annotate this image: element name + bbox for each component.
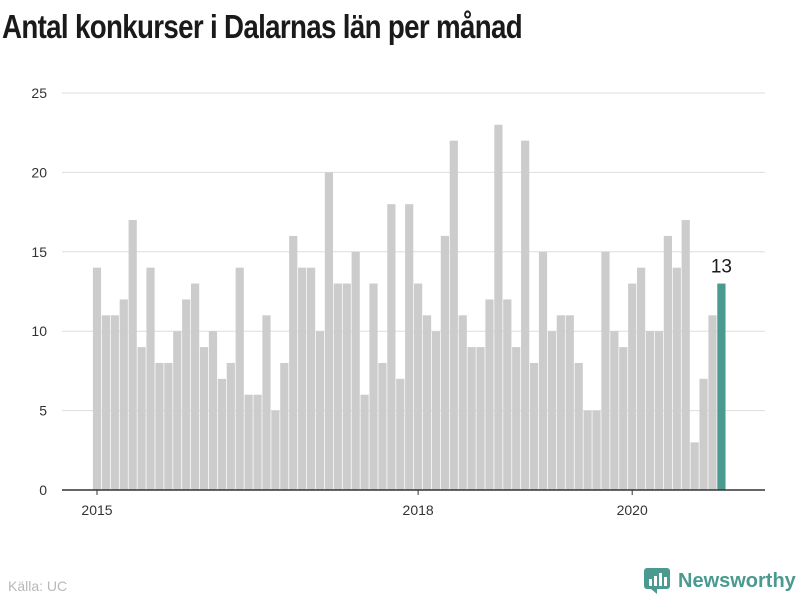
bar: [485, 299, 494, 490]
bar: [235, 267, 244, 490]
bar: [333, 283, 342, 490]
bar: [92, 267, 102, 490]
data-labels: 13: [711, 257, 732, 278]
bar: [494, 124, 503, 490]
bar: [396, 378, 405, 490]
bar: [217, 378, 226, 490]
bar: [244, 394, 253, 490]
y-tick-label: 25: [31, 85, 47, 101]
bar: [476, 347, 485, 490]
bar: [512, 347, 521, 490]
bar: [271, 410, 280, 490]
bar: [565, 315, 574, 490]
bar: [574, 362, 583, 490]
bar: [110, 315, 119, 490]
bar: [173, 331, 182, 490]
bar: [521, 140, 530, 490]
bar: [387, 204, 396, 490]
bar: [414, 283, 423, 490]
bar: [681, 220, 690, 491]
bar: [253, 394, 262, 490]
bar: [431, 331, 441, 490]
highlight-data-label: 13: [711, 257, 732, 278]
bars: [92, 124, 726, 491]
bar: [119, 299, 128, 490]
source-note: Källa: UC: [8, 578, 68, 594]
bar: [191, 283, 200, 490]
bar: [146, 267, 155, 490]
bar: [360, 394, 369, 490]
bar: [619, 347, 628, 490]
bar: [298, 267, 307, 490]
bar: [306, 267, 316, 490]
bar: [699, 378, 708, 490]
bar: [583, 410, 592, 490]
bar: [208, 331, 218, 490]
bar: [529, 362, 539, 490]
bar: [556, 315, 565, 490]
bar: [280, 362, 289, 490]
bar: [654, 331, 664, 490]
bar: [199, 347, 209, 490]
bar: [467, 347, 476, 490]
bar: [164, 362, 173, 490]
y-tick-label: 15: [31, 244, 47, 260]
bar: [628, 283, 637, 490]
bar: [405, 204, 414, 490]
brand-name: Newsworthy: [678, 569, 796, 592]
bar: [449, 140, 458, 490]
bar: [289, 235, 298, 490]
x-tick-label: 2020: [617, 502, 648, 518]
bar: [637, 267, 646, 490]
bar: [592, 410, 601, 490]
y-tick-label: 5: [39, 403, 47, 419]
bar: [369, 283, 378, 490]
bar: [262, 315, 271, 490]
bar: [663, 235, 672, 490]
bar: [422, 315, 432, 490]
y-tick-label: 0: [39, 482, 47, 498]
newsworthy-logo-icon: [644, 568, 670, 594]
bar: [342, 283, 351, 490]
bar: [351, 251, 360, 490]
x-axis-ticks: 2015 2018 2020: [81, 490, 648, 518]
y-tick-label: 20: [31, 164, 47, 180]
bar: [538, 251, 548, 490]
y-tick-label: 10: [31, 323, 47, 339]
bar: [226, 362, 235, 490]
y-axis-tick-labels: 0 5 10 15 20 25: [31, 85, 47, 498]
bar: [547, 331, 557, 490]
bar: [503, 299, 512, 490]
bar: [378, 362, 387, 490]
bar: [155, 362, 164, 490]
bar: [137, 347, 146, 490]
bar: [690, 442, 699, 490]
bar: [440, 235, 449, 490]
bar: [708, 315, 717, 490]
bar: [324, 172, 334, 490]
bar: [610, 331, 619, 490]
bar: [128, 220, 137, 491]
chart-title: Antal konkurser i Dalarnas län per månad: [2, 8, 523, 45]
bar-highlighted: [717, 283, 726, 490]
bar: [601, 251, 610, 490]
bar: [315, 331, 325, 490]
x-tick-label: 2018: [403, 502, 434, 518]
brand-logo[interactable]: Newsworthy: [644, 568, 796, 594]
bar: [101, 315, 111, 490]
x-tick-label: 2015: [81, 502, 112, 518]
bar-chart: 0 5 10 15 20 25 2015 2018 2020 13: [31, 85, 765, 518]
bar: [182, 299, 191, 490]
bar: [458, 315, 467, 490]
bar: [672, 267, 681, 490]
bar: [645, 331, 655, 490]
